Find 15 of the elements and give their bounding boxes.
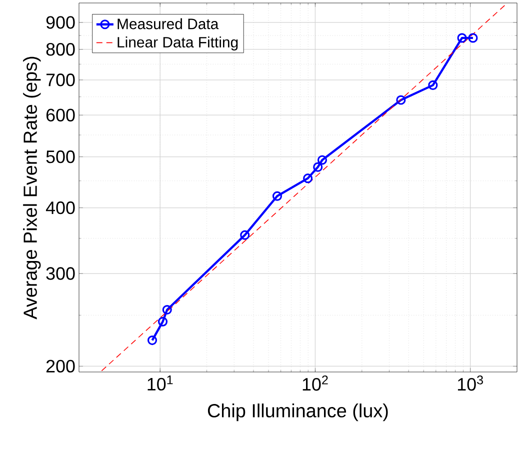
y-tick-label: 600 [46,108,75,122]
x-tick-label: 10$^{2}$ [302,376,328,391]
y-tick-label: 300 [46,267,75,280]
y-tick-label: 500 [46,150,75,164]
legend-label: Linear Data Fitting [118,36,238,50]
y-axis-title: Average Pixel Event Rate (eps) [23,56,41,320]
y-tick-label: 900 [46,16,75,29]
y-tick-label: 800 [46,43,75,56]
y-tick-label: 200 [46,360,75,373]
legend-label: Measured Data [118,18,219,30]
x-axis-title: Chip Illuminance (lux) [208,404,388,422]
y-tick-label: 400 [46,201,75,214]
x-tick-label: 10$^{3}$ [458,376,483,391]
x-tick-label: 10$^{1}$ [148,376,173,391]
y-tick-label: 700 [46,74,75,86]
